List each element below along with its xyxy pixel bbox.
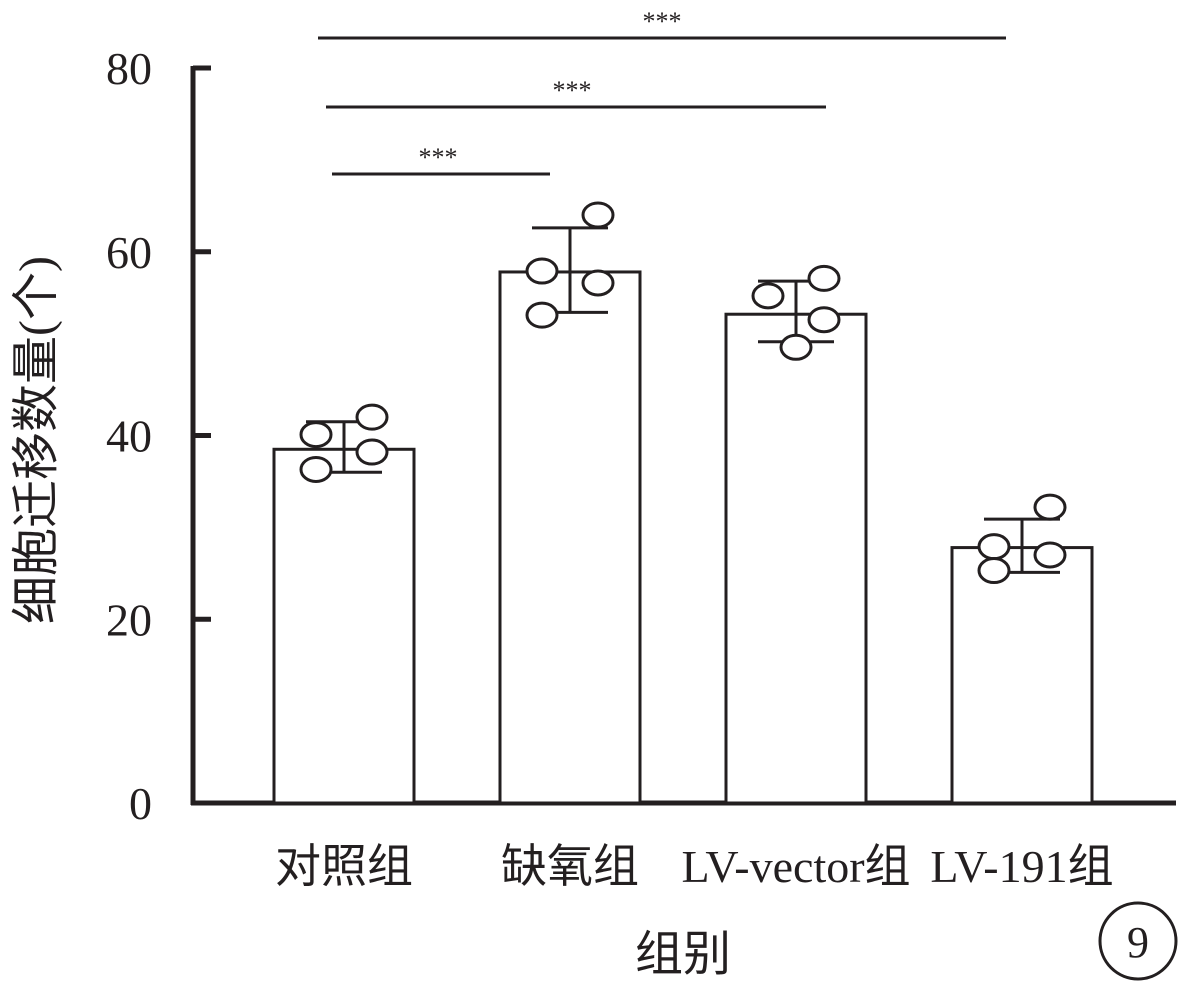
- y-tick-label: 80: [106, 43, 152, 94]
- data-point: [299, 421, 333, 449]
- data-points: [299, 201, 1067, 585]
- significance-brackets: *** *** ***: [318, 7, 1006, 176]
- data-point: [525, 257, 559, 285]
- data-point: [581, 269, 615, 297]
- data-point: [807, 306, 841, 334]
- x-tick-label: LV-vector组: [681, 841, 910, 892]
- y-tick-label: 40: [106, 411, 152, 462]
- labels: 0 20 40 60 80 对照组 缺氧组 LV-vector组 LV-191组: [106, 43, 1114, 892]
- bar: [272, 447, 416, 805]
- significance-label: ***: [553, 76, 592, 105]
- y-axis-title: 细胞迁移数量(个): [10, 256, 63, 624]
- data-point: [779, 333, 813, 361]
- data-point: [355, 403, 389, 431]
- x-tick-label: 缺氧组: [501, 841, 639, 892]
- y-tick-label: 60: [106, 227, 152, 278]
- bar: [950, 546, 1094, 805]
- figure-badge-label: 9: [1127, 918, 1149, 967]
- figure-badge: 9: [1098, 901, 1178, 981]
- data-point: [807, 264, 841, 292]
- data-point: [581, 201, 615, 229]
- significance-label: ***: [643, 7, 682, 36]
- significance-label: ***: [419, 143, 458, 172]
- x-tick-label: LV-191组: [930, 841, 1113, 892]
- y-tick-label: 20: [106, 594, 152, 645]
- data-point: [977, 533, 1011, 561]
- data-point: [1033, 541, 1067, 569]
- data-point: [977, 557, 1011, 585]
- error-bars: [306, 226, 1060, 574]
- x-tick-label: 对照组: [275, 841, 413, 892]
- bars: [272, 270, 1094, 805]
- y-tick-label: 0: [129, 778, 152, 829]
- data-point: [355, 438, 389, 466]
- figure-badge-circle: [1098, 901, 1178, 981]
- data-point: [751, 282, 785, 310]
- bar: [724, 312, 868, 805]
- bar: [498, 270, 642, 805]
- data-point: [299, 455, 333, 483]
- data-point: [1033, 493, 1067, 521]
- x-axis-title: 组别: [635, 928, 731, 981]
- data-point: [525, 301, 559, 329]
